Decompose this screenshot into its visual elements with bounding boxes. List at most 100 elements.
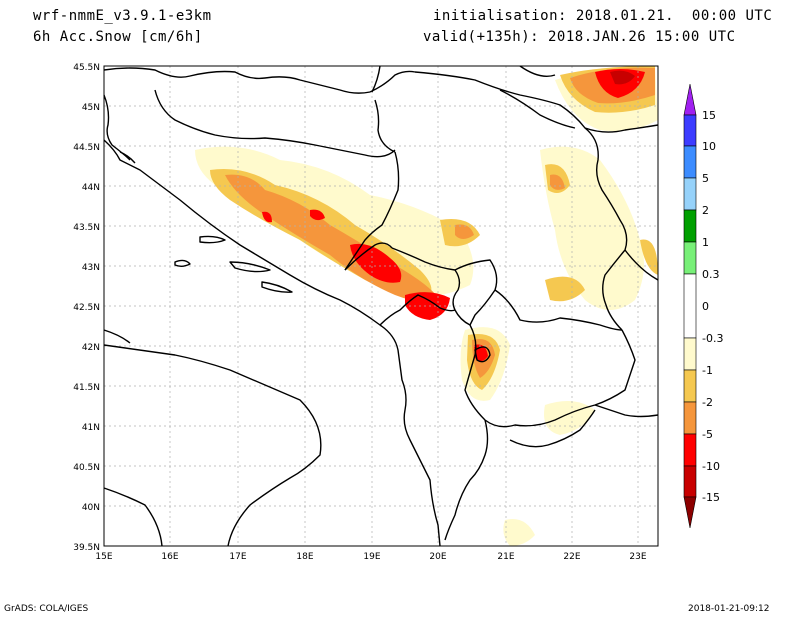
legend-swatch: [683, 273, 697, 339]
legend-label: 5: [702, 172, 709, 185]
footer-credit: GrADS: COLA/IGES: [4, 604, 89, 614]
legend-labels: 15 10 5 2 1 0.3 0 -0.3 -1 -2 -5 -10 -15: [702, 109, 723, 504]
legend-label: -0.3: [702, 332, 723, 345]
border-mk-al: [464, 324, 486, 421]
lat-label: 44.5N: [73, 143, 100, 153]
lat-label: 40.5N: [73, 463, 100, 473]
snow-yellow-7: [640, 239, 658, 275]
legend-label: -5: [702, 428, 713, 441]
lat-label: 42.5N: [73, 303, 100, 313]
border-hr-rs: [374, 99, 396, 153]
legend-label: 0: [702, 300, 709, 313]
italy-heel: [103, 487, 163, 547]
lon-label: 18E: [296, 552, 313, 562]
legend-label: 2: [702, 204, 709, 217]
legend-label: -2: [702, 396, 713, 409]
border-ba-rs: [344, 151, 400, 271]
snow-pale-greece: [544, 401, 595, 435]
border-east: [624, 249, 659, 281]
border-danube: [499, 89, 576, 129]
legend-swatch: [683, 241, 697, 275]
lat-label: 45N: [82, 103, 100, 113]
island-3: [229, 261, 271, 273]
dalmatian-coast: [103, 139, 441, 547]
legend-swatch: [683, 337, 697, 371]
legend-swatch: [683, 433, 697, 467]
coastlines-borders: [103, 65, 659, 547]
legend-swatch: [683, 369, 697, 403]
legend-swatch: [683, 145, 697, 179]
legend-bottom-arrow: [683, 496, 697, 529]
legend-label: -1: [702, 364, 713, 377]
legend-swatch: [683, 209, 697, 243]
snow-orange-4: [550, 174, 565, 190]
border-ro-n: [519, 65, 556, 78]
legend-top-arrow: [683, 83, 697, 116]
border-rs-bg: [602, 249, 626, 331]
lat-label: 41N: [82, 423, 100, 433]
legend-label: 15: [702, 109, 716, 122]
valid-time: valid(+135h): 2018.JAN.26 15:00 UTC: [423, 29, 736, 45]
border-mk-bg: [594, 329, 636, 406]
snow-pale-albania-s: [503, 519, 535, 546]
map-frame: [103, 65, 659, 547]
lon-label: 22E: [563, 552, 580, 562]
lat-label: 41.5N: [73, 383, 100, 393]
lon-label: 17E: [229, 552, 246, 562]
lon-label: 21E: [497, 552, 514, 562]
lat-label: 43N: [82, 263, 100, 273]
border-north: [103, 67, 371, 94]
lat-label: 42N: [82, 343, 100, 353]
lat-label: 44N: [82, 183, 100, 193]
border-hr-ba: [154, 89, 396, 158]
legend-label: -15: [702, 491, 720, 504]
model-name: wrf-nmmE_v3.9.1-e3km: [33, 8, 212, 24]
lon-label: 16E: [161, 552, 178, 562]
gargano: [103, 329, 131, 344]
island-5: [119, 151, 136, 164]
legend-swatch: [683, 114, 697, 147]
lon-axis: 15E 16E 17E 18E 19E 20E 21E 22E 23E: [95, 552, 646, 562]
snow-red-6: [262, 211, 272, 223]
border-hr-hu: [369, 70, 416, 93]
island-1: [199, 235, 226, 244]
lat-label: 45.5N: [73, 63, 100, 73]
border-hu-rs: [371, 65, 381, 93]
snow-orange-5: [455, 224, 474, 239]
lat-label: 43.5N: [73, 223, 100, 233]
greek-coast: [509, 409, 596, 448]
lon-label: 20E: [429, 552, 446, 562]
snow-darkred-1: [610, 70, 635, 85]
border-ro-bg: [584, 124, 659, 133]
border-ba-me: [344, 242, 393, 271]
border-mk-gr: [484, 404, 596, 428]
lake-ohrid: [474, 346, 491, 363]
border-mk-north: [494, 289, 623, 331]
legend-swatch: [683, 401, 697, 435]
footer-timestamp: 2018-01-21-09:12: [688, 604, 770, 614]
legend-swatch: [683, 465, 697, 498]
border-gr-bg: [594, 404, 659, 418]
border-me-al: [379, 294, 456, 326]
border-al-gr: [444, 419, 489, 541]
border-me-rs: [391, 247, 471, 326]
init-time: initialisation: 2018.01.21. 00:00 UTC: [433, 8, 773, 24]
italy-coast: [103, 344, 322, 547]
legend-label: 10: [702, 140, 716, 153]
island-2: [174, 259, 191, 267]
lat-axis: 45.5N 45N 44.5N 44N 43.5N 43N 42.5N 42N …: [73, 63, 100, 553]
lon-label: 15E: [95, 552, 112, 562]
legend-label: 1: [702, 236, 709, 249]
field-name: 6h Acc.Snow [cm/6h]: [33, 29, 203, 45]
lon-label: 23E: [629, 552, 646, 562]
legend-label: -10: [702, 460, 720, 473]
legend-swatch: [683, 177, 697, 211]
snow-red-5: [310, 209, 325, 221]
snow-red-2: [405, 292, 450, 320]
lon-label: 19E: [363, 552, 380, 562]
legend-label: 0.3: [702, 268, 720, 281]
lat-label: 39.5N: [73, 543, 100, 553]
island-4: [261, 281, 293, 293]
border-rs-ro: [414, 71, 628, 251]
